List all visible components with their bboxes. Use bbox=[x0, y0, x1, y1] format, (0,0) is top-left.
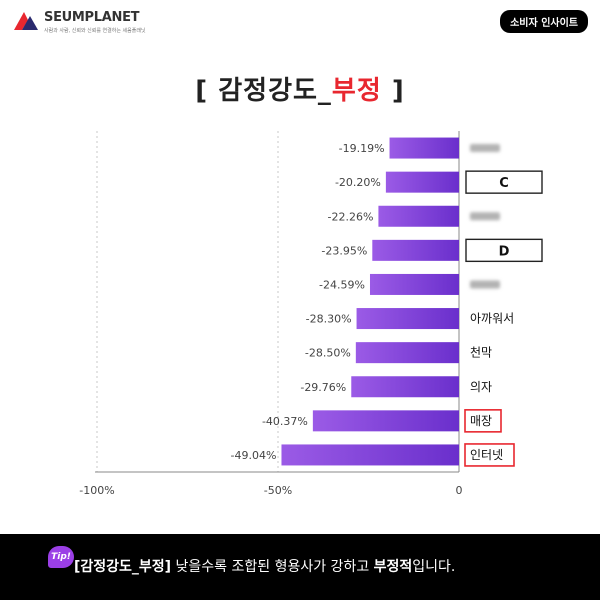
value-label: -24.59% bbox=[319, 278, 365, 291]
tip-badge: Tip! bbox=[48, 546, 74, 568]
category-label: 아까워서 bbox=[470, 312, 514, 326]
category-label: 매장 bbox=[470, 414, 492, 428]
blurred-category-label bbox=[470, 212, 500, 221]
value-label: -23.95% bbox=[321, 244, 367, 257]
bar bbox=[356, 308, 459, 330]
value-label: -28.50% bbox=[305, 347, 351, 360]
title-main: 감정강도_ bbox=[218, 76, 332, 106]
x-tick-label: -50% bbox=[264, 484, 292, 497]
title-bracket-left: [ bbox=[195, 76, 219, 106]
value-label: -19.19% bbox=[339, 142, 385, 155]
bar bbox=[372, 239, 459, 261]
planet-logo-icon bbox=[14, 12, 38, 30]
footer-text-bold2: 부정적 bbox=[373, 559, 413, 575]
value-label: -29.76% bbox=[300, 381, 346, 394]
category-label: 천막 bbox=[470, 345, 492, 360]
x-tick-label: 0 bbox=[456, 484, 463, 497]
category-label: D bbox=[499, 244, 510, 259]
value-label: -40.37% bbox=[262, 415, 308, 428]
footer-text-bold: [감정강도_부정] bbox=[74, 559, 172, 575]
bar-chart: -100% -50% 0 -19.19% -20.20% C -22.26% -23.95% D… bbox=[79, 131, 543, 497]
bar bbox=[351, 376, 459, 398]
title-accent: 부정 bbox=[331, 76, 382, 106]
category-highlight-box bbox=[464, 409, 502, 433]
bar bbox=[378, 205, 459, 227]
category-label: 의자 bbox=[470, 380, 492, 394]
value-label: -22.26% bbox=[327, 210, 373, 223]
category-highlight-box bbox=[464, 443, 515, 467]
category-label: 인터넷 bbox=[470, 448, 503, 462]
blurred-label-mark bbox=[470, 280, 500, 289]
bar bbox=[385, 171, 459, 193]
bar bbox=[281, 444, 459, 466]
logo-tagline: 사람과 사람, 신뢰와 신뢰를 연결하는 세움플래닛 bbox=[44, 28, 146, 34]
bar bbox=[369, 273, 459, 295]
logo-name: SEUMPLANET bbox=[44, 10, 140, 25]
value-label: -28.30% bbox=[306, 313, 352, 326]
bar bbox=[389, 137, 459, 159]
footer-tip-bar: Tip! [감정강도_부정] 낮을수록 조합된 형용사가 강하고 부정적입니다. bbox=[0, 534, 600, 600]
value-label: -20.20% bbox=[335, 176, 381, 189]
blurred-label-mark bbox=[470, 144, 500, 153]
blurred-label-mark bbox=[470, 212, 500, 221]
x-tick-label: -100% bbox=[79, 484, 114, 497]
value-label: -49.04% bbox=[231, 449, 277, 462]
category-box bbox=[465, 170, 543, 194]
blurred-category-label bbox=[470, 144, 500, 153]
blurred-category-label bbox=[470, 280, 500, 289]
footer-text-end: 입니다. bbox=[412, 559, 456, 575]
category-box bbox=[465, 238, 543, 263]
category-badge: 소비자 인사이트 bbox=[500, 10, 588, 33]
bar bbox=[312, 410, 459, 432]
footer-text: [감정강도_부정] 낮을수록 조합된 형용사가 강하고 부정적입니다. bbox=[74, 556, 455, 576]
bar bbox=[355, 342, 459, 364]
footer-text-mid: 낮을수록 조합된 형용사가 강하고 bbox=[171, 559, 374, 575]
page-title: [ 감정강도_부정 ] bbox=[0, 70, 600, 107]
category-label: C bbox=[499, 176, 509, 191]
title-bracket-right: ] bbox=[381, 76, 405, 106]
